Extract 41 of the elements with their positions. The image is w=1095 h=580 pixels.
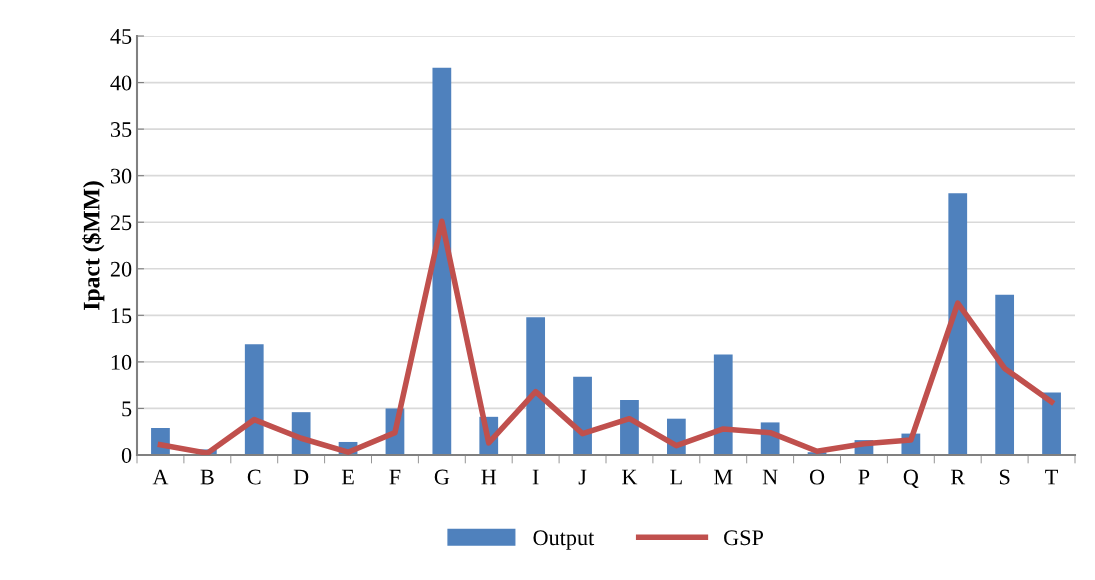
x-tick-label: P [858, 469, 870, 485]
x-tick-label: I [532, 469, 539, 485]
y-tick-label: 45 [110, 29, 132, 44]
legend-label: Output [533, 530, 595, 550]
y-tick-label: 10 [111, 354, 132, 370]
x-tick-label: A [152, 469, 169, 485]
x-tick-label: S [999, 469, 1010, 485]
y-tick-label: 30 [110, 168, 132, 184]
bar [1042, 392, 1061, 455]
bar [244, 344, 264, 455]
y-tick-label: 40 [110, 75, 132, 91]
x-tick-label: F [389, 469, 401, 485]
x-tick-label: M [714, 469, 733, 485]
x-tick-label: H [481, 469, 497, 485]
x-tick-label: T [1045, 469, 1058, 485]
x-tick-label: R [950, 469, 966, 485]
y-axis-title: Ipact ($MM) [82, 181, 105, 310]
y-tick-label: 15 [111, 308, 132, 324]
x-tick-label: L [670, 469, 682, 485]
x-tick-label: J [578, 469, 587, 485]
y-tick-label: 25 [110, 215, 132, 231]
x-tick-label: N [762, 469, 778, 485]
bar [526, 317, 546, 455]
bar [995, 294, 1015, 455]
bar [948, 193, 968, 455]
bar [432, 67, 452, 455]
x-tick-label: Q [903, 469, 919, 488]
x-tick-label: D [293, 469, 309, 485]
y-tick-label: 35 [110, 122, 132, 138]
x-tick-label: K [622, 469, 638, 485]
bar [713, 354, 733, 455]
x-tick-label: O [809, 469, 825, 485]
y-tick-label: 20 [110, 261, 132, 277]
x-tick-label: B [200, 469, 214, 485]
y-tick-label: 5 [122, 401, 132, 417]
y-tick-label: 0 [121, 447, 132, 463]
bar [573, 376, 592, 455]
legend-label: GSP [724, 530, 764, 546]
x-tick-label: C [247, 469, 261, 485]
x-tick-label: E [341, 469, 354, 485]
x-tick-label: G [434, 469, 450, 485]
